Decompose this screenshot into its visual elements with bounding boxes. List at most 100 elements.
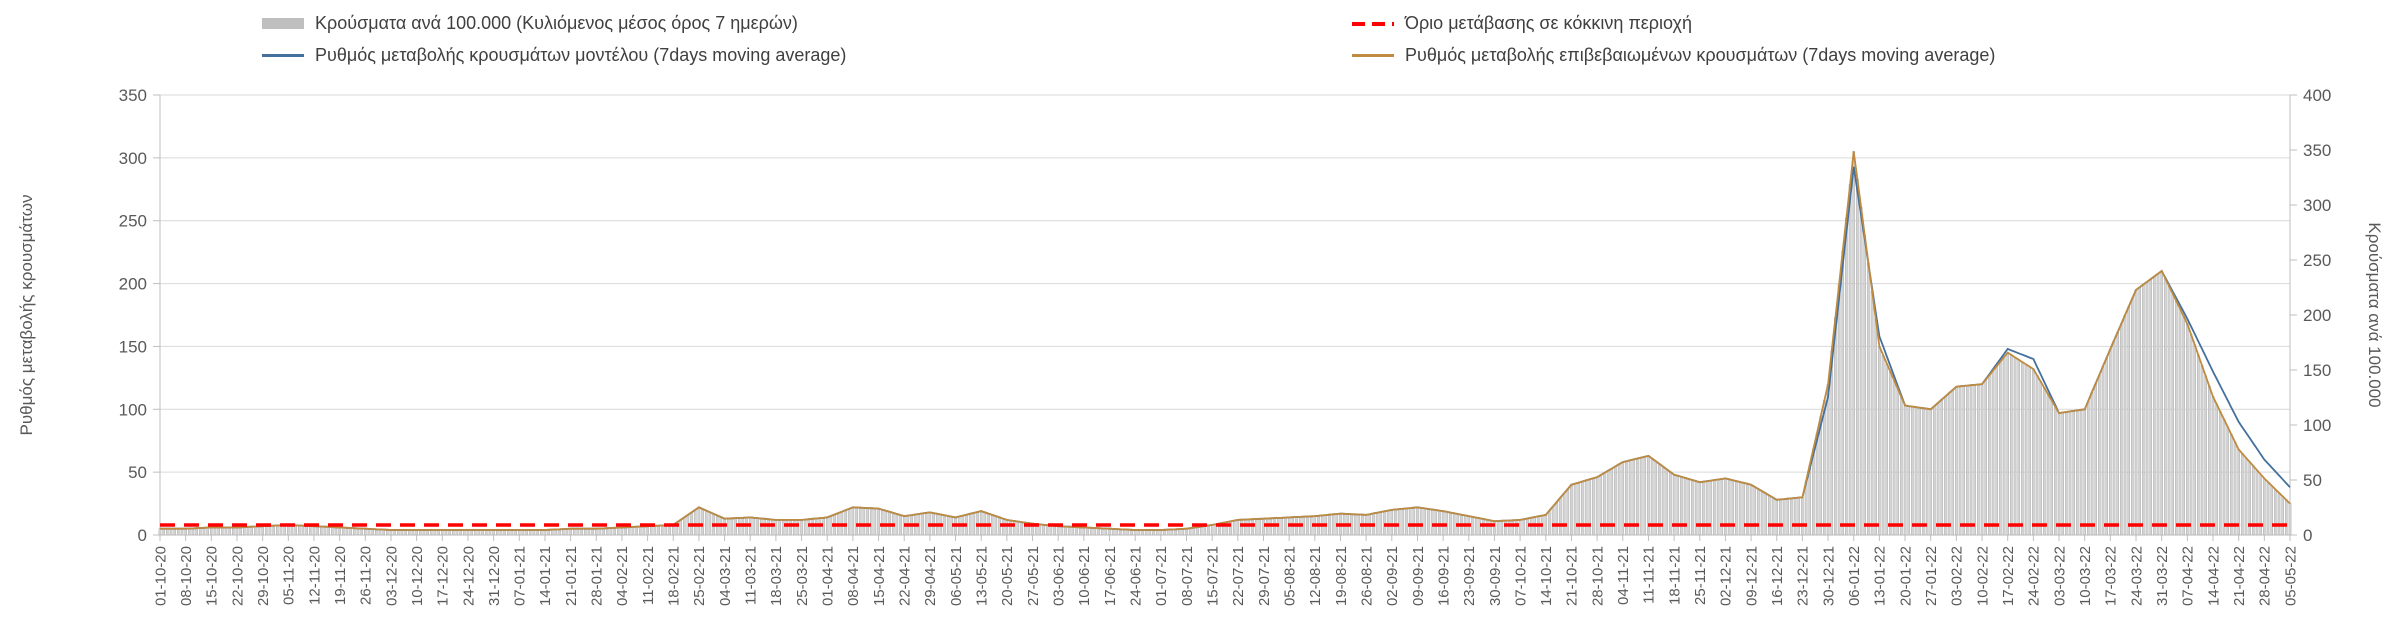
svg-text:04-02-21: 04-02-21 (614, 546, 631, 606)
legend-item-cases-per-100k: Κρούσματα ανά 100.000 (Κυλιόμενος μέσος … (262, 10, 846, 37)
svg-text:07-04-22: 07-04-22 (2180, 546, 2197, 606)
svg-text:0: 0 (2303, 526, 2312, 545)
svg-text:350: 350 (2303, 141, 2331, 160)
svg-text:200: 200 (2303, 306, 2331, 325)
svg-text:01-10-20: 01-10-20 (152, 546, 169, 606)
svg-text:26-08-21: 26-08-21 (1358, 546, 1375, 606)
svg-text:23-09-21: 23-09-21 (1461, 546, 1478, 606)
svg-text:10-12-20: 10-12-20 (409, 546, 426, 606)
svg-text:08-07-21: 08-07-21 (1179, 546, 1196, 606)
svg-text:02-09-21: 02-09-21 (1384, 546, 1401, 606)
legend-marker-model-line (262, 54, 304, 57)
svg-text:24-03-22: 24-03-22 (2128, 546, 2145, 606)
svg-text:250: 250 (2303, 251, 2331, 270)
svg-text:02-12-21: 02-12-21 (1718, 546, 1735, 606)
svg-text:12-11-20: 12-11-20 (306, 546, 323, 605)
svg-text:01-04-21: 01-04-21 (819, 546, 836, 606)
svg-text:11-03-21: 11-03-21 (742, 546, 759, 605)
svg-text:19-11-20: 19-11-20 (332, 546, 349, 605)
svg-text:04-03-21: 04-03-21 (717, 546, 734, 606)
svg-text:14-04-22: 14-04-22 (2205, 546, 2222, 606)
svg-text:22-10-20: 22-10-20 (229, 546, 246, 606)
svg-text:03-02-22: 03-02-22 (1949, 546, 1966, 606)
svg-text:25-11-21: 25-11-21 (1692, 546, 1709, 605)
svg-text:30-12-21: 30-12-21 (1820, 546, 1837, 606)
svg-text:07-01-21: 07-01-21 (512, 546, 529, 606)
svg-text:28-01-21: 28-01-21 (589, 546, 606, 606)
svg-text:21-10-21: 21-10-21 (1564, 546, 1581, 606)
svg-text:16-12-21: 16-12-21 (1769, 546, 1786, 606)
svg-text:26-11-20: 26-11-20 (358, 546, 375, 605)
svg-text:31-03-22: 31-03-22 (2154, 546, 2171, 606)
svg-text:29-10-20: 29-10-20 (255, 546, 272, 606)
svg-text:01-07-21: 01-07-21 (1153, 546, 1170, 606)
svg-text:22-07-21: 22-07-21 (1230, 546, 1247, 606)
legend-marker-confirmed-line (1352, 54, 1394, 57)
svg-text:13-01-22: 13-01-22 (1872, 546, 1889, 606)
svg-text:150: 150 (2303, 361, 2331, 380)
svg-text:06-05-21: 06-05-21 (948, 546, 965, 606)
svg-text:11-02-21: 11-02-21 (640, 546, 657, 605)
svg-text:17-12-20: 17-12-20 (435, 546, 452, 606)
svg-text:14-10-21: 14-10-21 (1538, 546, 1555, 606)
svg-text:18-11-21: 18-11-21 (1666, 546, 1683, 605)
svg-text:30-09-21: 30-09-21 (1487, 546, 1504, 606)
svg-text:300: 300 (119, 149, 147, 168)
svg-text:23-12-21: 23-12-21 (1795, 546, 1812, 606)
svg-text:29-07-21: 29-07-21 (1256, 546, 1273, 606)
svg-text:22-04-21: 22-04-21 (896, 546, 913, 606)
svg-text:11-11-21: 11-11-21 (1641, 546, 1658, 604)
svg-text:24-02-22: 24-02-22 (2026, 546, 2043, 606)
legend-marker-bars (262, 18, 304, 29)
svg-text:18-02-21: 18-02-21 (666, 546, 683, 606)
svg-text:25-02-21: 25-02-21 (691, 546, 708, 606)
svg-text:12-08-21: 12-08-21 (1307, 546, 1324, 606)
svg-text:20-05-21: 20-05-21 (999, 546, 1016, 606)
svg-text:24-06-21: 24-06-21 (1127, 546, 1144, 606)
svg-text:50: 50 (2303, 471, 2322, 490)
svg-text:04-11-21: 04-11-21 (1615, 546, 1632, 605)
legend-column-left: Κρούσματα ανά 100.000 (Κυλιόμενος μέσος … (262, 10, 846, 74)
svg-text:15-07-21: 15-07-21 (1204, 546, 1221, 606)
legend-item-model-rate: Ρυθμός μεταβολής κρουσμάτων μοντέλου (7d… (262, 42, 846, 69)
svg-text:0: 0 (138, 526, 147, 545)
svg-text:16-09-21: 16-09-21 (1435, 546, 1452, 606)
svg-text:13-05-21: 13-05-21 (973, 546, 990, 606)
svg-text:08-10-20: 08-10-20 (178, 546, 195, 606)
legend-item-red-zone-threshold: Όριο μετάβασης σε κόκκινη περιοχή (1352, 10, 1995, 37)
legend-item-confirmed-rate: Ρυθμός μεταβολής επιβεβαιωμένων κρουσμάτ… (1352, 42, 1995, 69)
svg-text:05-08-21: 05-08-21 (1281, 546, 1298, 606)
svg-text:07-10-21: 07-10-21 (1512, 546, 1529, 606)
legend-marker-threshold-dash (1352, 21, 1394, 26)
svg-text:250: 250 (119, 212, 147, 231)
legend-column-right: Όριο μετάβασης σε κόκκινη περιοχή Ρυθμός… (1352, 10, 1995, 74)
svg-text:25-03-21: 25-03-21 (794, 546, 811, 606)
svg-text:300: 300 (2303, 196, 2331, 215)
svg-text:29-04-21: 29-04-21 (922, 546, 939, 606)
svg-text:03-06-21: 03-06-21 (1050, 546, 1067, 606)
svg-text:28-04-22: 28-04-22 (2257, 546, 2274, 606)
svg-text:05-11-20: 05-11-20 (281, 546, 298, 605)
svg-text:03-03-22: 03-03-22 (2051, 546, 2068, 606)
svg-text:17-02-22: 17-02-22 (2000, 546, 2017, 606)
svg-text:31-12-20: 31-12-20 (486, 546, 503, 606)
svg-text:24-12-20: 24-12-20 (460, 546, 477, 606)
svg-text:400: 400 (2303, 86, 2331, 105)
svg-text:21-01-21: 21-01-21 (563, 546, 580, 606)
svg-text:27-01-22: 27-01-22 (1923, 546, 1940, 606)
svg-text:17-03-22: 17-03-22 (2103, 546, 2120, 606)
svg-text:50: 50 (128, 463, 147, 482)
svg-text:15-04-21: 15-04-21 (871, 546, 888, 606)
legend-label-cases-per-100k: Κρούσματα ανά 100.000 (Κυλιόμενος μέσος … (315, 13, 798, 33)
svg-text:21-04-22: 21-04-22 (2231, 546, 2248, 606)
svg-text:08-04-21: 08-04-21 (845, 546, 862, 606)
svg-text:19-08-21: 19-08-21 (1333, 546, 1350, 606)
svg-text:200: 200 (119, 275, 147, 294)
legend-label-confirmed-rate: Ρυθμός μεταβολής επιβεβαιωμένων κρουσμάτ… (1405, 45, 1996, 65)
svg-text:03-12-20: 03-12-20 (383, 546, 400, 606)
svg-text:20-01-22: 20-01-22 (1897, 546, 1914, 606)
legend-label-red-zone-threshold: Όριο μετάβασης σε κόκκινη περιοχή (1405, 13, 1693, 33)
svg-text:09-12-21: 09-12-21 (1743, 546, 1760, 606)
